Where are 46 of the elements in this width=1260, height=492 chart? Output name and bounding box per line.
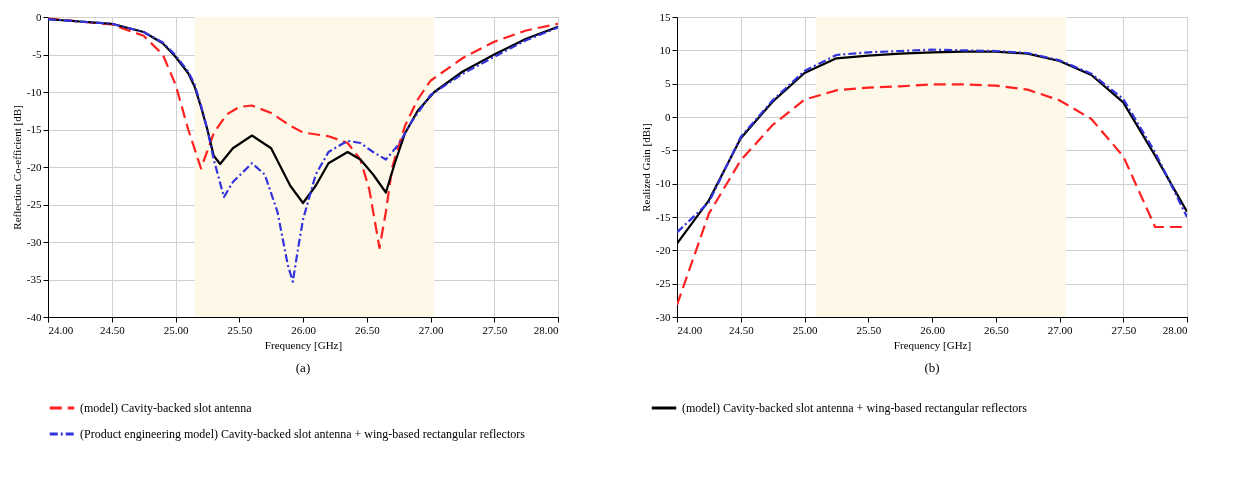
x-axis-title: Frequency [GHz] bbox=[893, 338, 972, 351]
x-tick-label: 26.00 bbox=[291, 323, 317, 336]
y-tick-label: -35 bbox=[26, 273, 42, 285]
y-tick-label: -30 bbox=[26, 235, 42, 248]
x-tick-label: 27.50 bbox=[482, 323, 508, 336]
y-tick-label: -10 bbox=[26, 85, 42, 98]
x-tick-label: 24.00 bbox=[48, 323, 74, 336]
text: (b) bbox=[924, 360, 940, 375]
x-tick-label: 25.50 bbox=[856, 323, 882, 336]
x-tick-label: 25.50 bbox=[227, 323, 253, 336]
x-tick-label: 25.00 bbox=[792, 323, 818, 336]
y-tick-label: 15 bbox=[659, 10, 671, 23]
y-tick-label: 10 bbox=[659, 43, 671, 56]
x-tick-label: 27.00 bbox=[1047, 323, 1073, 336]
y-tick-label: 0 bbox=[36, 10, 42, 23]
x-tick-label: 25.00 bbox=[163, 323, 189, 336]
y-tick-label: -25 bbox=[655, 277, 671, 290]
x-tick-label: 24.50 bbox=[728, 323, 755, 336]
y-axis-title: Realized Gain [dBi] bbox=[639, 123, 652, 212]
y-tick-label: 5 bbox=[665, 77, 671, 90]
x-axis-title: Frequency [GHz] bbox=[264, 338, 343, 351]
legend-label: (model) Cavity-backed slot antenna + wing-based rectangular reflectors bbox=[682, 401, 1028, 415]
x-tick-label: 26.50 bbox=[983, 323, 1010, 336]
x-tick-label: 26.00 bbox=[920, 323, 946, 336]
y-tick-label: -30 bbox=[655, 310, 671, 323]
y-tick-label: -5 bbox=[32, 48, 42, 60]
x-tick-label: 24.00 bbox=[677, 323, 703, 336]
y-tick-label: -15 bbox=[655, 210, 671, 223]
y-tick-label: -25 bbox=[26, 198, 42, 210]
legend-label: (model) Cavity-backed slot antenna bbox=[80, 401, 253, 415]
y-tick-label: -15 bbox=[26, 123, 42, 135]
y-tick-label: 0 bbox=[665, 110, 671, 123]
legend-label: (Product engineering model) Cavity-backed slot antenna + wing-based rectangular reflectors bbox=[80, 427, 526, 441]
y-tick-label: -20 bbox=[26, 160, 42, 173]
x-tick-label: 27.00 bbox=[418, 323, 444, 336]
x-tick-label: 28.00 bbox=[1162, 323, 1188, 336]
y-tick-label: -40 bbox=[26, 310, 42, 323]
x-tick-label: 24.50 bbox=[99, 323, 126, 336]
text: (a) bbox=[295, 360, 311, 375]
x-tick-label: 26.50 bbox=[354, 323, 381, 336]
y-tick-label: -5 bbox=[661, 143, 671, 156]
y-axis-title: Reflection Co-efficient [dB] bbox=[10, 105, 23, 230]
y-tick-label: -20 bbox=[655, 243, 671, 256]
x-tick-label: 28.00 bbox=[533, 323, 559, 336]
x-tick-label: 27.50 bbox=[1111, 323, 1137, 336]
y-tick-label: -10 bbox=[655, 177, 671, 190]
